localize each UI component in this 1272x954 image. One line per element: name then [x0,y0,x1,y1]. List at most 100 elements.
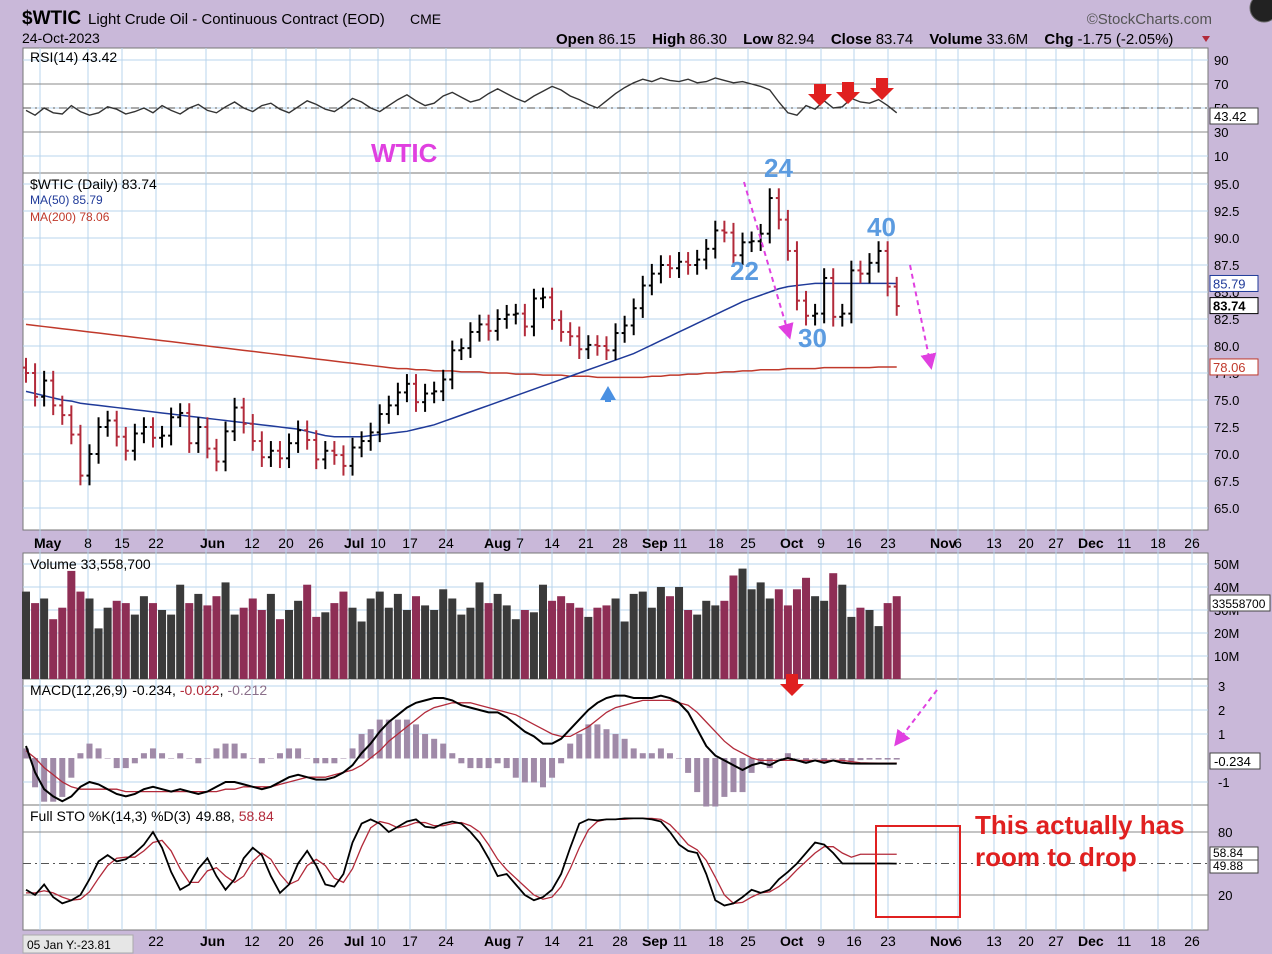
volume-bar [448,598,457,679]
macd-histogram-bar [231,743,238,759]
volume-bar [158,610,167,679]
macd-title: MACD(12,26,9) -0.234, -0.022, -0.212 [30,682,267,698]
macd-histogram-bar [168,758,175,759]
price-tick-label: 70.0 [1214,447,1239,462]
rsi-title: RSI(14) 43.42 [30,49,117,65]
macd-histogram-bar [648,753,655,759]
red-down-arrow-icon [870,78,894,100]
x-tick-label: 9 [817,933,825,949]
volume-bar [402,610,411,679]
macd-histogram-bar [730,758,737,793]
legend-ma50: MA(50) 85.79 [30,193,103,207]
volume-bar [266,593,275,679]
volume-bar [656,587,665,679]
macd-histogram-bar [349,748,356,759]
volume-bar [729,575,738,679]
x-tick-label: 18 [1150,933,1166,949]
ohlc-readout: Open 86.15 High 86.30 Low 82.94 Close 83.74 … [556,31,1173,48]
volume-bar [112,600,121,679]
volume-bar [248,598,257,679]
price-tick-label: 65.0 [1214,501,1239,516]
x-tick-label: 25 [740,933,756,949]
x-tick-label: 18 [1150,535,1166,551]
volume-bar [312,616,321,679]
macd-tick-label: -1 [1218,775,1230,790]
rsi-tick-label: 30 [1214,125,1228,140]
magenta-arrow-2 [909,264,937,370]
annotation-30: 30 [798,323,827,353]
x-tick-label: 26 [308,535,324,551]
exchange-label: CME [410,11,441,27]
x-tick-label: May [34,535,61,551]
macd-histogram-bar [857,758,864,761]
macd-histogram-bar [503,758,510,769]
volume-bar [493,593,502,679]
x-tick-label: 23 [880,933,896,949]
rsi-tick-label: 70 [1214,77,1228,92]
x-tick-label: 16 [846,535,862,551]
macd-histogram-bar [222,743,229,759]
macd-histogram-bar [440,743,447,759]
volume-tick-label: 50M [1214,557,1239,572]
macd-histogram-bar [866,758,873,760]
volume-bar [502,605,511,679]
volume-title: Volume 33,558,700 [30,556,151,572]
x-tick-label: 22 [148,933,164,949]
rsi-line [25,77,898,117]
macd-histogram-bar [240,753,247,759]
x-tick-label: Nov [930,535,957,551]
macd-histogram-bar [286,748,293,759]
sto-value-label: 49.88 [1213,859,1243,873]
x-tick-label: 21 [578,535,594,551]
macd-histogram-bar [276,753,283,759]
legend-ma200: MA(200) 78.06 [30,210,110,224]
volume-bar [58,607,67,679]
volume-bar [285,610,294,679]
chart-header: $WTIC Light Crude Oil - Continuous Contr… [22,8,1212,48]
macd-histogram-bar [403,719,410,759]
volume-bar [321,612,330,679]
volume-bar [693,614,702,679]
volume-bar [874,626,883,679]
macd-histogram-bar [331,758,338,764]
volume-bar [466,607,475,679]
sto-title: Full STO %K(14,3) %D(3) 49.88, 58.84 [30,808,274,824]
box-note-line2: room to drop [975,842,1137,872]
macd-histogram-bar [603,729,610,759]
macd-histogram-bar [712,758,719,807]
macd-histogram-bar [567,743,574,759]
macd-histogram-bar [77,753,84,759]
macd-histogram-bar [59,758,66,797]
x-tick-label: 12 [244,535,260,551]
volume-bar [303,584,312,679]
volume-bar [783,605,792,679]
macd-histogram-bar [893,758,900,760]
macd-histogram-bar [23,748,29,759]
volume-bar [611,598,620,679]
x-tick-label: 17 [402,535,418,551]
macd-histogram-bar [576,734,583,759]
macd-histogram-bar [86,743,93,759]
x-tick-label: 25 [740,535,756,551]
x-tick-label: Dec [1078,535,1104,551]
x-tick-label: 28 [612,535,628,551]
close-overlay-icon[interactable] [1249,0,1272,23]
macd-histogram-bar [521,758,528,783]
volume-bar [221,582,230,679]
magenta-arrow-macd [894,689,938,747]
price-value-label: 85.79 [1213,276,1246,291]
price-value-label: 78.06 [1213,360,1246,375]
volume-bar [675,587,684,679]
macd-histogram-bar [694,758,701,793]
macd-histogram-bar [149,748,156,759]
price-tick-label: 87.5 [1214,258,1239,273]
volume-bar [529,612,538,679]
volume-bar [856,607,865,679]
crosshair-readout-box [22,934,134,954]
grid-lines [23,48,1208,930]
x-tick-label: Aug [484,535,511,551]
macd-histogram-bar [775,758,782,759]
macd-histogram-bar [304,758,311,759]
macd-histogram-bar [884,758,891,760]
volume-bar [457,614,466,679]
